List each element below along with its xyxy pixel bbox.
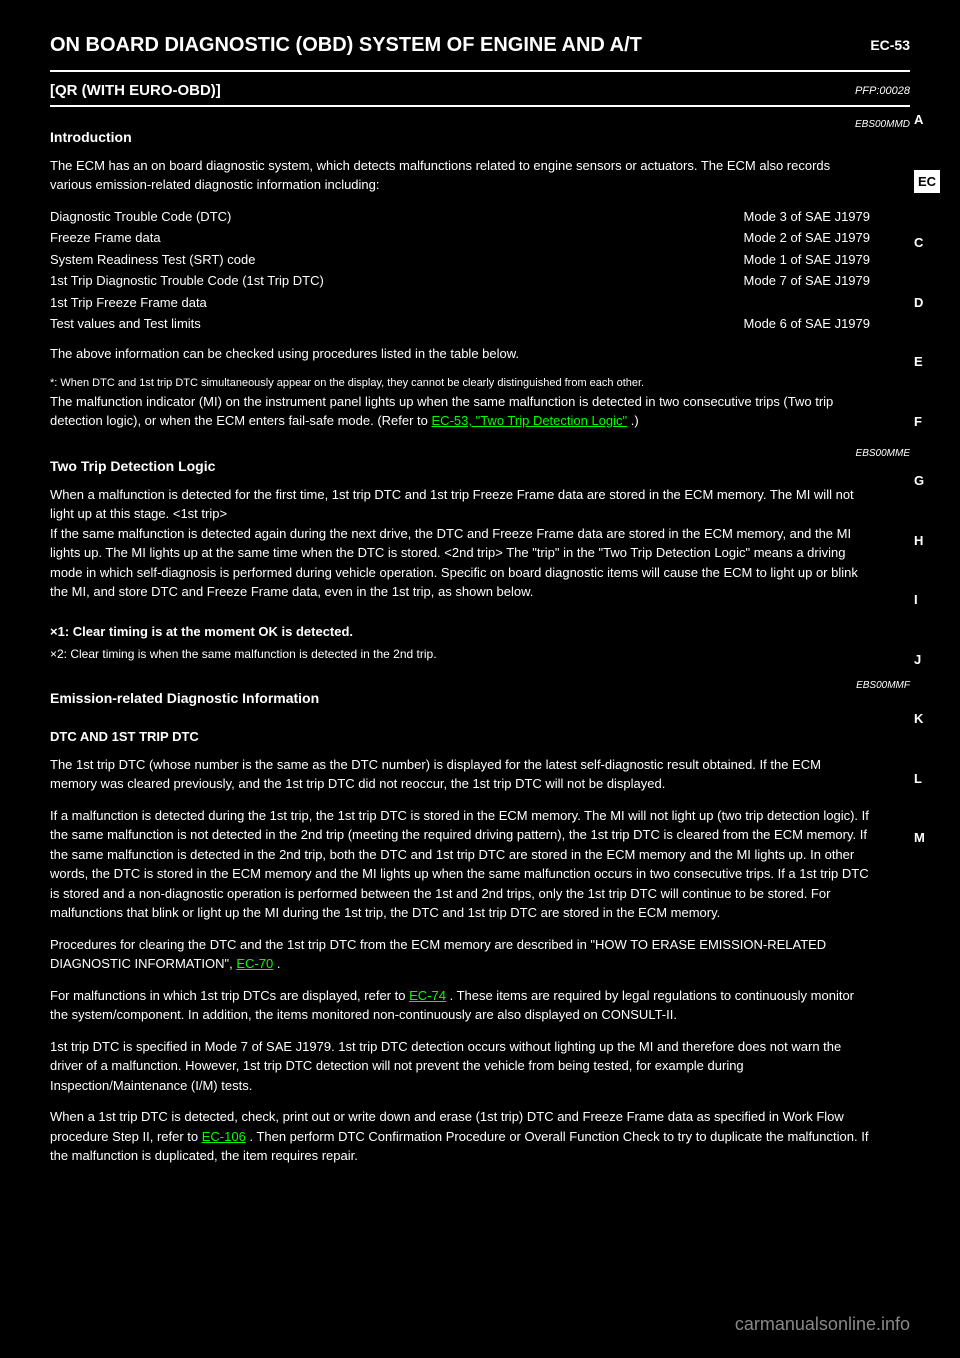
emission-code: EBS00MMF	[856, 678, 910, 717]
side-letters: A EC C D E F G H I J K L M	[914, 110, 940, 848]
page-title: ON BOARD DIAGNOSTIC (OBD) SYSTEM OF ENGI…	[50, 30, 642, 60]
gap-title: ×1: Clear timing is at the moment OK is …	[50, 622, 870, 642]
side-letter: J	[914, 650, 940, 670]
side-letter: C	[914, 233, 940, 253]
intro-title: Introduction	[50, 127, 132, 148]
side-letter: L	[914, 769, 940, 789]
emission-para-2: If a malfunction is detected during the …	[50, 806, 910, 923]
intro-code: EBS00MMD	[855, 117, 910, 156]
link-ec-70[interactable]: EC-70	[236, 956, 273, 971]
side-letter: K	[914, 709, 940, 729]
diag-item: Freeze Frame data	[50, 228, 161, 248]
dtc-section-title: DTC AND 1ST TRIP DTC	[50, 727, 910, 747]
diag-ref: Mode 3 of SAE J1979	[744, 207, 870, 227]
emission-para-3: Procedures for clearing the DTC and the …	[50, 935, 910, 974]
link-ec-106[interactable]: EC-106	[202, 1129, 246, 1144]
two-trip-para: When a malfunction is detected for the f…	[50, 485, 910, 602]
emission-para-1: The 1st trip DTC (whose number is the sa…	[50, 755, 910, 794]
side-letter: H	[914, 531, 940, 551]
closing-para: The malfunction indicator (MI) on the in…	[50, 392, 910, 431]
diag-item: 1st Trip Freeze Frame data	[50, 293, 207, 313]
emission-para-6: When a 1st trip DTC is detected, check, …	[50, 1107, 910, 1166]
diag-ref: Mode 1 of SAE J1979	[744, 250, 870, 270]
diag-item: Diagnostic Trouble Code (DTC)	[50, 207, 231, 227]
side-letter: D	[914, 293, 940, 313]
diag-item: Test values and Test limits	[50, 314, 201, 334]
two-trip-code: EBS00MME	[856, 446, 910, 485]
diag-ref: Mode 7 of SAE J1979	[744, 271, 870, 291]
intro-para-1: The ECM has an on board diagnostic syste…	[50, 156, 910, 195]
diag-item: 1st Trip Diagnostic Trouble Code (1st Tr…	[50, 271, 324, 291]
section-title: [QR (WITH EURO-OBD)]	[50, 80, 221, 103]
gap-subtitle: ×2: Clear timing is when the same malfun…	[50, 645, 870, 663]
section-subtitle: PFP:00028	[855, 83, 910, 100]
emission-title: Emission-related Diagnostic Information	[50, 688, 319, 709]
side-letter: M	[914, 828, 940, 848]
side-letter: E	[914, 352, 940, 372]
footnote-1: *: When DTC and 1st trip DTC simultaneou…	[50, 375, 910, 392]
emission-para-5: 1st trip DTC is specified in Mode 7 of S…	[50, 1037, 910, 1096]
side-letter: F	[914, 412, 940, 432]
intro-para-2: The above information can be checked usi…	[50, 344, 910, 364]
side-letter-ec: EC	[914, 170, 940, 194]
emission-para-4: For malfunctions in which 1st trip DTCs …	[50, 986, 910, 1025]
two-trip-title: Two Trip Detection Logic	[50, 456, 215, 477]
diag-ref: Mode 2 of SAE J1979	[744, 228, 870, 248]
side-letter: I	[914, 590, 940, 610]
page-number: EC-53	[870, 35, 910, 56]
link-ec-74[interactable]: EC-74	[409, 988, 446, 1003]
watermark: carmanualsonline.info	[735, 1311, 910, 1338]
link-two-trip[interactable]: EC-53, "Two Trip Detection Logic"	[432, 413, 628, 428]
diag-ref: Mode 6 of SAE J1979	[744, 314, 870, 334]
side-letter: G	[914, 471, 940, 491]
diag-item: System Readiness Test (SRT) code	[50, 250, 255, 270]
side-letter: A	[914, 110, 940, 130]
